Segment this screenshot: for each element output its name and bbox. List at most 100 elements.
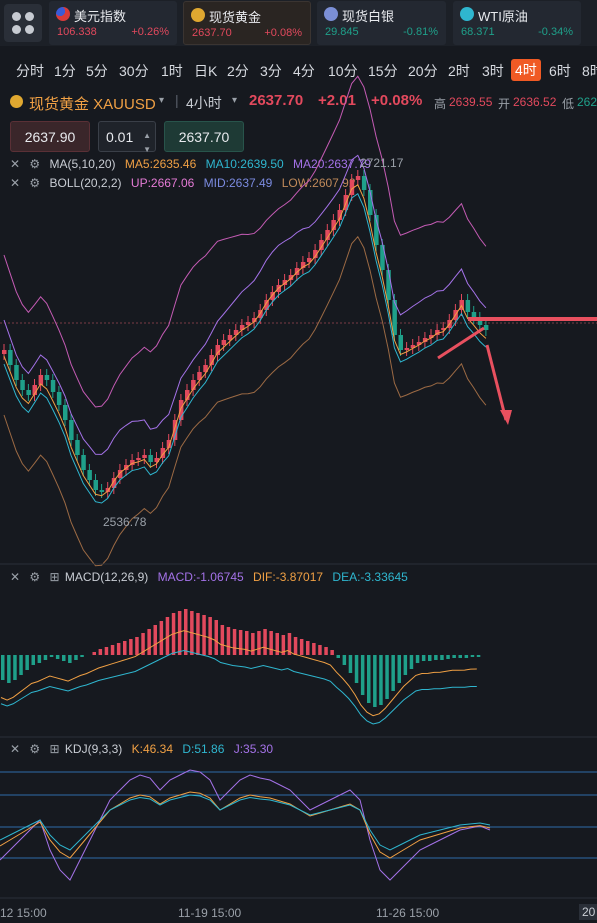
- high-value: 2639.55: [449, 95, 493, 109]
- buy-price-button[interactable]: 2637.70: [164, 121, 244, 152]
- symbol-name[interactable]: 现货黄金 XAUUSD: [29, 96, 156, 113]
- timeframe-tab-active[interactable]: 4时: [511, 59, 541, 81]
- macd-bar: [37, 655, 42, 663]
- macd-bar: [62, 655, 66, 661]
- chevron-down-icon[interactable]: ▾: [232, 95, 238, 106]
- macd-bar: [452, 655, 456, 658]
- macd-bar: [391, 655, 395, 691]
- grid-dot-icon: [25, 25, 34, 34]
- candle-body: [416, 342, 422, 345]
- increment-icon[interactable]: ▲: [143, 131, 151, 140]
- timeframe-tab[interactable]: 5分: [86, 63, 108, 79]
- timeframe-tab[interactable]: 3分: [260, 63, 282, 79]
- timeframe-tab[interactable]: 日K: [194, 63, 218, 79]
- candle-body: [288, 275, 294, 280]
- candle-body: [477, 318, 483, 325]
- timeframe-tab[interactable]: 1时: [161, 63, 183, 79]
- macd-bar: [434, 655, 438, 660]
- macd-bar: [470, 655, 475, 657]
- gear-icon[interactable]: ⚙: [29, 157, 41, 171]
- d-line: [0, 794, 491, 851]
- add-icon[interactable]: ⊞: [49, 570, 60, 584]
- decrement-icon[interactable]: ▼: [143, 145, 151, 154]
- candle-body: [50, 380, 56, 392]
- macd-bar: [293, 637, 298, 655]
- gear-icon[interactable]: ⚙: [29, 570, 41, 584]
- macd-bar: [43, 655, 48, 660]
- ma10-line: [3, 192, 487, 504]
- chevron-down-icon[interactable]: ▾: [159, 95, 165, 106]
- timeframe-tab[interactable]: 8时: [582, 63, 597, 79]
- macd-bar: [68, 655, 72, 663]
- timeframe-tab[interactable]: 3时: [482, 63, 504, 79]
- ticker-spot-silver[interactable]: 现货白银 29.845 -0.81%: [317, 1, 446, 45]
- timeframe-tab[interactable]: 10分: [328, 63, 358, 79]
- candle-body: [459, 300, 464, 310]
- candle-body: [404, 348, 410, 350]
- timeframe-selector: 分时 1分 5分 30分 1时 日K 2分 3分 4分 10分 15分 20分 …: [0, 56, 597, 84]
- close-icon[interactable]: ✕: [10, 157, 21, 171]
- boll-lower-line: [3, 235, 487, 567]
- period-selector[interactable]: 4小时: [186, 95, 222, 111]
- macd-bar: [324, 647, 328, 655]
- candle-body: [166, 440, 172, 448]
- macd-bar: [379, 655, 383, 705]
- ticker-wti-oil[interactable]: WTI原油 68.371 -0.34%: [453, 1, 581, 45]
- ticker-usd-index[interactable]: 美元指数 106.338 +0.26%: [49, 1, 177, 45]
- candle-body: [258, 310, 263, 318]
- candle-body: [227, 335, 233, 340]
- candle-body: [398, 335, 403, 350]
- time-axis-cursor-label: 20: [579, 904, 597, 920]
- macd-bar: [165, 617, 170, 655]
- candle-body: [246, 322, 251, 325]
- timeframe-tab[interactable]: 20分: [408, 63, 438, 79]
- oil-icon: [460, 7, 474, 21]
- add-icon[interactable]: ⊞: [49, 742, 60, 756]
- macd-bar: [129, 639, 133, 655]
- timeframe-tab[interactable]: 分时: [16, 63, 44, 79]
- gear-icon[interactable]: ⚙: [29, 742, 41, 756]
- candle-body: [319, 240, 324, 250]
- gear-icon[interactable]: ⚙: [29, 176, 41, 190]
- timeframe-tab[interactable]: 1分: [54, 63, 76, 79]
- candle-body: [185, 390, 190, 400]
- low-value: 262: [577, 95, 597, 109]
- macd-bar: [177, 611, 182, 655]
- ticker-spot-gold[interactable]: 现货黄金 2637.70 +0.08%: [183, 1, 311, 45]
- candle-body: [142, 455, 147, 458]
- timeframe-tab[interactable]: 15分: [368, 63, 398, 79]
- timeframe-tab[interactable]: 4分: [293, 63, 315, 79]
- macd-bar: [74, 655, 78, 660]
- candle-body: [233, 330, 239, 335]
- symbol-header: 现货黄金 XAUUSD ▾ | 4小时 ▾ 2637.70 +2.01 +0.0…: [0, 90, 597, 114]
- macd-bar: [13, 655, 17, 680]
- timeframe-tab[interactable]: 2时: [448, 63, 470, 79]
- candle-body: [252, 318, 257, 322]
- timeframe-tab[interactable]: 2分: [227, 63, 249, 79]
- arrow-annotation: [485, 344, 508, 421]
- candle-body: [99, 490, 105, 492]
- macd-bar: [220, 625, 225, 655]
- boll-low-value: LOW:2607.92: [281, 176, 356, 190]
- grid-dot-icon: [25, 12, 34, 21]
- close-icon[interactable]: ✕: [10, 176, 21, 190]
- macd-bar: [226, 627, 231, 655]
- candle-body: [386, 270, 391, 300]
- candle-body: [154, 458, 159, 462]
- candle-body: [209, 355, 214, 365]
- menu-grid-button[interactable]: [4, 4, 42, 42]
- macd-bar: [104, 647, 109, 655]
- macd-bar: [476, 655, 481, 657]
- timeframe-tab[interactable]: 30分: [119, 63, 149, 79]
- timeframe-tab[interactable]: 6时: [549, 63, 571, 79]
- candle-body: [239, 325, 245, 330]
- close-icon[interactable]: ✕: [10, 570, 21, 584]
- sell-price-button[interactable]: 2637.90: [10, 121, 90, 152]
- d-value: D:51.86: [182, 742, 225, 756]
- candle-body: [337, 210, 342, 220]
- time-axis-label: 11-19 15:00: [178, 906, 242, 920]
- ma-label: MA(5,10,20): [49, 157, 116, 171]
- close-icon[interactable]: ✕: [10, 742, 21, 756]
- lot-size-input[interactable]: 0.01 ▲ ▼: [98, 121, 156, 154]
